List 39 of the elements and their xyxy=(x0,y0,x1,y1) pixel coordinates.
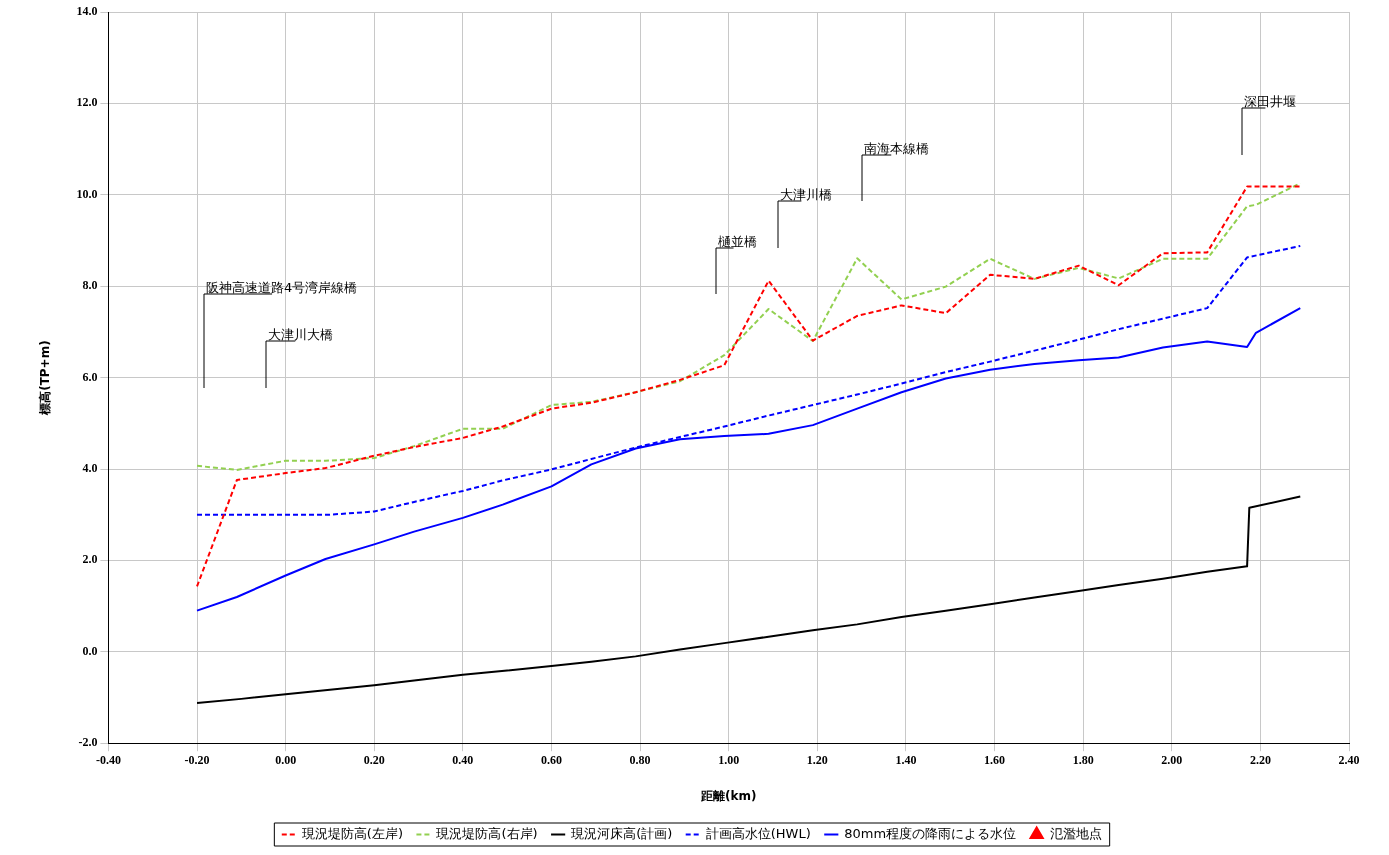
y-tick-label: 2.0 xyxy=(82,552,98,567)
y-tick-label: 14.0 xyxy=(76,4,98,19)
legend-label: 現況堤防高(右岸) xyxy=(436,825,538,841)
legend-label: 80mm程度の降雨による水位 xyxy=(844,825,1017,841)
x-tick-label: 2.40 xyxy=(1338,753,1360,768)
x-tick-label: 0.00 xyxy=(275,753,297,768)
x-tick-label: 0.40 xyxy=(452,753,474,768)
x-tick-label: 0.20 xyxy=(363,753,385,768)
annotation: 南海本線橋 xyxy=(864,140,929,156)
annotation: 深田井堰 xyxy=(1244,93,1296,109)
x-tick-label: 1.40 xyxy=(895,753,917,768)
x-tick-label: -0.20 xyxy=(184,753,210,768)
x-tick-label: 2.00 xyxy=(1161,753,1183,768)
x-tick-label: 0.80 xyxy=(629,753,651,768)
x-tick-label: 1.60 xyxy=(984,753,1006,768)
x-tick-label: 1.00 xyxy=(718,753,740,768)
y-tick-label: -2.0 xyxy=(78,735,98,750)
y-tick-label: 10.0 xyxy=(76,186,98,201)
x-tick-label: 2.20 xyxy=(1249,753,1271,768)
annotation: 大津川橋 xyxy=(780,186,832,202)
x-tick-label: 0.60 xyxy=(540,753,562,768)
annotation: 大津川大橋 xyxy=(268,326,333,342)
y-tick-label: 0.0 xyxy=(82,643,98,658)
x-tick-label: 1.80 xyxy=(1072,753,1094,768)
y-tick-label: 8.0 xyxy=(82,278,98,293)
annotation: 阪神高速道路4号湾岸線橋 xyxy=(206,279,358,295)
annotation: 樋並橋 xyxy=(718,233,757,249)
line-series xyxy=(196,185,1302,588)
legend-label: 現況堤防高(左岸) xyxy=(301,825,403,841)
x-axis-title: 距離(km) xyxy=(699,788,757,803)
x-tick-label: -0.40 xyxy=(95,753,121,768)
y-tick-label: 6.0 xyxy=(82,369,98,384)
legend-label: 氾濫地点 xyxy=(1049,825,1102,841)
legend-label: 計画高水位(HWL) xyxy=(705,825,811,841)
x-tick-label: 1.20 xyxy=(806,753,828,768)
legend-label: 現況河床高(計画) xyxy=(571,825,673,841)
y-tick-label: 12.0 xyxy=(76,95,98,110)
y-tick-label: 4.0 xyxy=(82,461,98,476)
y-axis-title: 標高(TP+m) xyxy=(38,340,53,416)
